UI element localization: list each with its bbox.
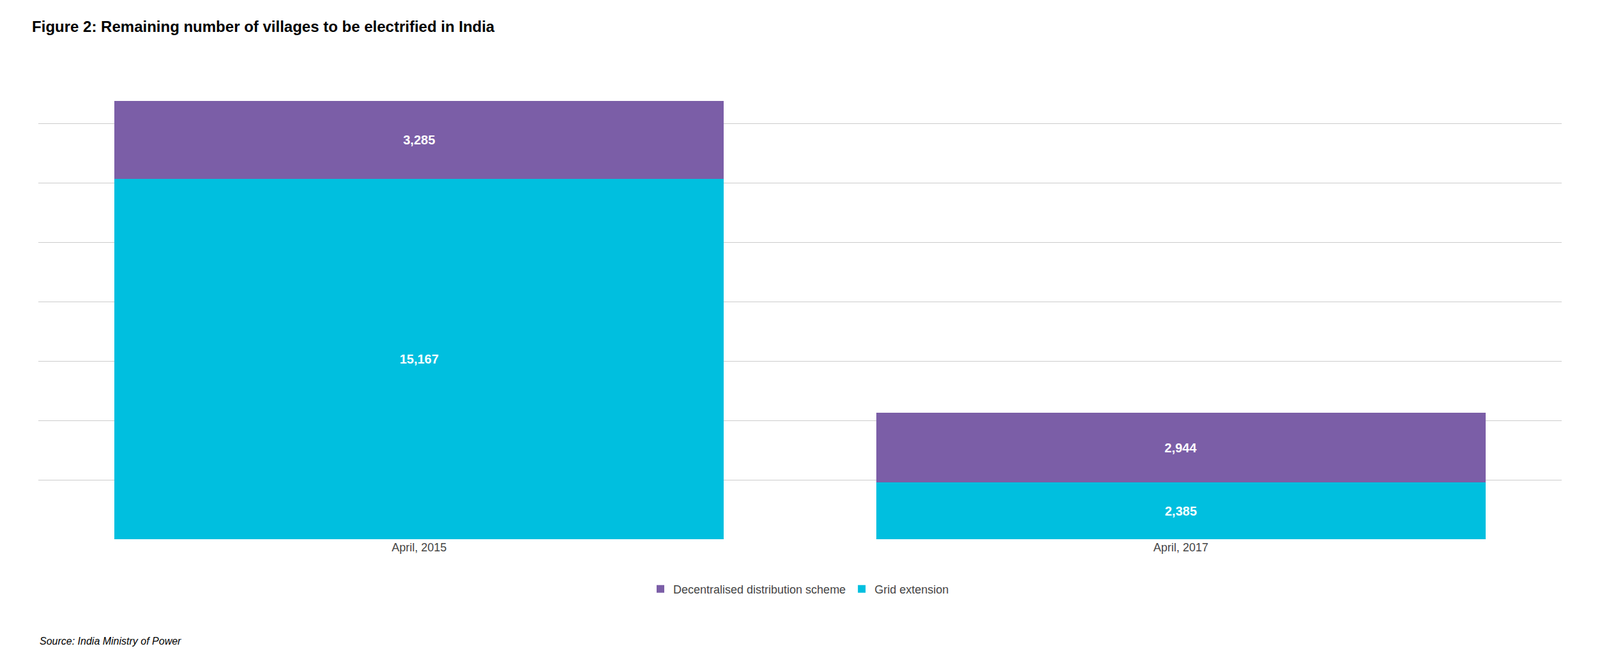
svg-text:Source: India Ministry of Powe: Source: India Ministry of Power — [39, 635, 182, 647]
svg-text:3,285: 3,285 — [403, 132, 435, 147]
svg-text:2,944: 2,944 — [1164, 440, 1197, 455]
svg-text:April, 2015: April, 2015 — [391, 540, 447, 554]
svg-text:Grid extension: Grid extension — [874, 583, 949, 596]
svg-text:2,385: 2,385 — [1165, 503, 1197, 519]
svg-text:15,167: 15,167 — [399, 351, 439, 366]
svg-text:Decentralised distribution sch: Decentralised distribution scheme — [673, 583, 846, 596]
svg-text:April, 2017: April, 2017 — [1153, 540, 1209, 554]
svg-text:Figure 2: Remaining number of: Figure 2: Remaining number of villages t… — [31, 17, 496, 36]
